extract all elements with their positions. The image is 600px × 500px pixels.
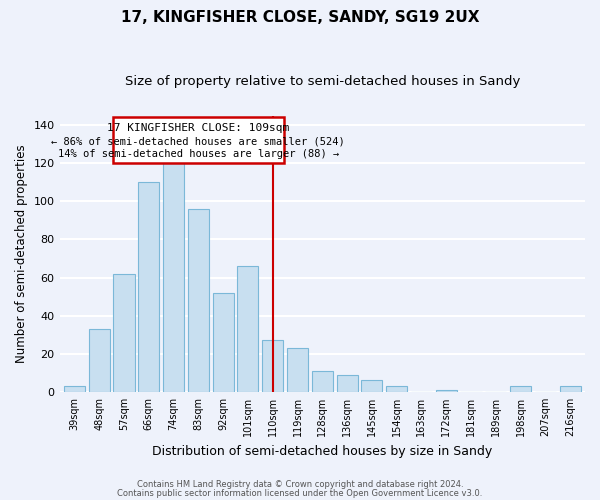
Text: 14% of semi-detached houses are larger (88) →: 14% of semi-detached houses are larger (… bbox=[58, 149, 339, 159]
Bar bbox=[212, 293, 233, 392]
Bar bbox=[560, 386, 581, 392]
Text: ← 86% of semi-detached houses are smaller (524): ← 86% of semi-detached houses are smalle… bbox=[52, 136, 345, 146]
Bar bbox=[510, 386, 531, 392]
Text: 17, KINGFISHER CLOSE, SANDY, SG19 2UX: 17, KINGFISHER CLOSE, SANDY, SG19 2UX bbox=[121, 10, 479, 25]
Bar bbox=[113, 274, 134, 392]
Bar bbox=[113, 118, 284, 163]
Bar bbox=[238, 266, 259, 392]
Bar bbox=[138, 182, 160, 392]
Bar bbox=[262, 340, 283, 392]
Bar bbox=[64, 386, 85, 392]
Text: 17 KINGFISHER CLOSE: 109sqm: 17 KINGFISHER CLOSE: 109sqm bbox=[107, 123, 289, 133]
Title: Size of property relative to semi-detached houses in Sandy: Size of property relative to semi-detach… bbox=[125, 75, 520, 88]
Text: Contains HM Land Registry data © Crown copyright and database right 2024.: Contains HM Land Registry data © Crown c… bbox=[137, 480, 463, 489]
Bar bbox=[386, 386, 407, 392]
Text: Contains public sector information licensed under the Open Government Licence v3: Contains public sector information licen… bbox=[118, 490, 482, 498]
Bar bbox=[312, 371, 333, 392]
X-axis label: Distribution of semi-detached houses by size in Sandy: Distribution of semi-detached houses by … bbox=[152, 444, 493, 458]
Bar bbox=[188, 209, 209, 392]
Bar bbox=[163, 136, 184, 392]
Bar bbox=[89, 329, 110, 392]
Bar bbox=[337, 375, 358, 392]
Bar bbox=[361, 380, 382, 392]
Y-axis label: Number of semi-detached properties: Number of semi-detached properties bbox=[15, 144, 28, 363]
Bar bbox=[436, 390, 457, 392]
Bar bbox=[287, 348, 308, 392]
